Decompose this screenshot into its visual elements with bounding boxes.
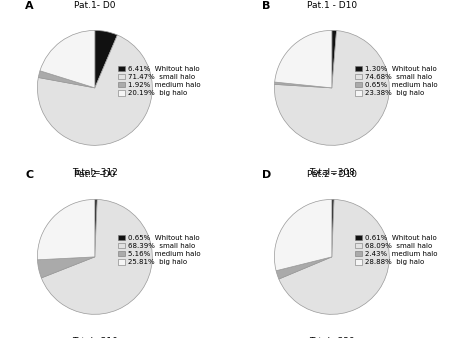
Text: Pat.1 - D10: Pat.1 - D10 <box>307 1 357 10</box>
Wedge shape <box>41 199 152 314</box>
Wedge shape <box>274 30 332 88</box>
Legend: 0.65%  Whitout halo, 68.39%  small halo, 5.16%  medium halo, 25.81%  big halo: 0.65% Whitout halo, 68.39% small halo, 5… <box>118 235 201 265</box>
Text: C: C <box>25 170 33 180</box>
Text: A: A <box>25 1 34 11</box>
Wedge shape <box>332 199 334 257</box>
Legend: 0.61%  Whitout halo, 68.09%  small halo, 2.43%  medium halo, 28.88%  big halo: 0.61% Whitout halo, 68.09% small halo, 2… <box>355 235 438 265</box>
Wedge shape <box>38 71 95 88</box>
Text: Pat.2 - D10: Pat.2 - D10 <box>307 170 357 179</box>
Wedge shape <box>95 199 97 257</box>
Text: Pat.1- D0: Pat.1- D0 <box>74 1 116 10</box>
Text: Total=308: Total=308 <box>309 168 355 177</box>
Legend: 1.30%  Whitout halo, 74.68%  small halo, 0.65%  medium halo, 23.38%  big halo: 1.30% Whitout halo, 74.68% small halo, 0… <box>355 66 438 96</box>
Text: B: B <box>262 1 271 11</box>
Text: Total=329: Total=329 <box>309 337 355 338</box>
Legend: 6.41%  Whitout halo, 71.47%  small halo, 1.92%  medium halo, 20.19%  big halo: 6.41% Whitout halo, 71.47% small halo, 1… <box>118 66 201 96</box>
Text: Total=312: Total=312 <box>72 168 118 177</box>
Wedge shape <box>95 30 118 88</box>
Wedge shape <box>37 35 152 145</box>
Wedge shape <box>332 30 337 88</box>
Text: Total=310: Total=310 <box>72 337 118 338</box>
Text: D: D <box>262 170 272 180</box>
Wedge shape <box>37 199 95 260</box>
Wedge shape <box>40 30 95 88</box>
Wedge shape <box>279 199 389 314</box>
Wedge shape <box>276 257 332 279</box>
Wedge shape <box>274 82 332 88</box>
Text: Pat.2 -D0: Pat.2 -D0 <box>74 170 116 179</box>
Wedge shape <box>274 31 389 145</box>
Wedge shape <box>274 199 332 271</box>
Wedge shape <box>37 257 95 278</box>
